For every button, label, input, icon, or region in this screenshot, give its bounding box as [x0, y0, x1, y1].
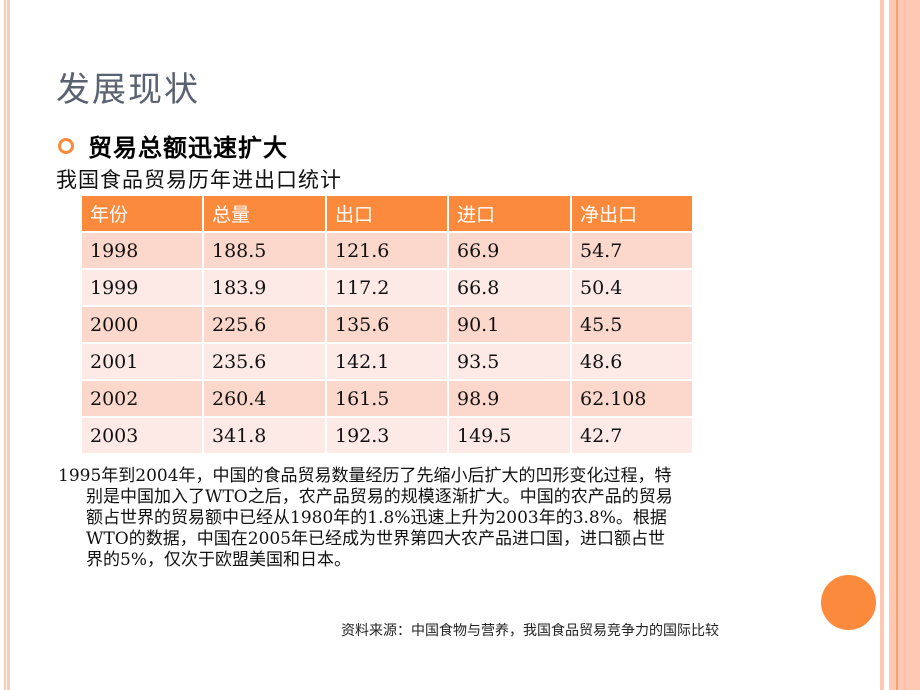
cell-net-export: 62.108 [570, 379, 694, 418]
paragraph-line: 1995年到2004年，中国的食品贸易数量经历了先缩小后扩大的凹形变化过程，特 [58, 466, 672, 486]
bullet-text: 贸易总额迅速扩大 [88, 134, 288, 162]
cell-import: 90.1 [447, 305, 572, 344]
right-frame-stripe [896, 0, 898, 690]
paragraph-line: WTO的数据，中国在2005年已经成为世界第四大农产品进口国，进口额占世 [86, 529, 666, 549]
cell-net-export: 54.7 [570, 231, 694, 270]
cell-total: 260.4 [202, 379, 327, 418]
cell-export: 117.2 [325, 268, 449, 307]
cell-export: 121.6 [325, 231, 449, 270]
cell-total: 235.6 [202, 342, 327, 381]
header-total: 总量 [202, 194, 327, 233]
paragraph-line: 别是中国加入了WTO之后，农产品贸易的规模逐渐扩大。中国的农产品的贸易 [86, 487, 673, 507]
left-frame-line-outer [4, 0, 6, 690]
right-frame-stripe-light [904, 0, 906, 690]
cell-net-export: 45.5 [570, 305, 694, 344]
table-row: 2001 235.6 142.1 93.5 48.6 [80, 342, 694, 381]
table-row: 1998 188.5 121.6 66.9 54.7 [80, 231, 694, 270]
cell-year: 1999 [80, 268, 204, 307]
description-paragraph: 1995年到2004年，中国的食品贸易数量经历了先缩小后扩大的凹形变化过程，特 … [58, 466, 798, 571]
cell-total: 341.8 [202, 416, 327, 455]
paragraph-line: 额占世界的贸易额中已经从1980年的1.8%迅速上升为2003年的3.8%。根据 [86, 508, 667, 528]
source-citation: 资料来源：中国食物与营养，我国食品贸易竞争力的国际比较 [341, 623, 719, 639]
table-caption: 我国食品贸易历年进出口统计 [56, 168, 342, 192]
table-header-row: 年份 总量 出口 进口 净出口 [80, 194, 694, 233]
cell-export: 161.5 [325, 379, 449, 418]
header-net-export: 净出口 [570, 194, 694, 233]
cell-total: 188.5 [202, 231, 327, 270]
cell-export: 192.3 [325, 416, 449, 455]
header-year: 年份 [80, 194, 204, 233]
cell-net-export: 48.6 [570, 342, 694, 381]
trade-stats-table: 年份 总量 出口 进口 净出口 1998 188.5 121.6 66.9 54… [80, 194, 694, 455]
table-row: 1999 183.9 117.2 66.8 50.4 [80, 268, 694, 307]
cell-export: 135.6 [325, 305, 449, 344]
right-frame-line-thin [880, 0, 884, 690]
bullet-item: 贸易总额迅速扩大 [58, 128, 288, 163]
cell-net-export: 42.7 [570, 416, 694, 455]
cell-total: 225.6 [202, 305, 327, 344]
table-row: 2002 260.4 161.5 98.9 62.108 [80, 379, 694, 418]
cell-total: 183.9 [202, 268, 327, 307]
cell-import: 98.9 [447, 379, 572, 418]
header-import: 进口 [447, 194, 572, 233]
cell-year: 2000 [80, 305, 204, 344]
slide-title: 发展现状 [56, 70, 200, 110]
cell-year: 2001 [80, 342, 204, 381]
cell-export: 142.1 [325, 342, 449, 381]
cell-import: 93.5 [447, 342, 572, 381]
cell-year: 1998 [80, 231, 204, 270]
cell-import: 66.9 [447, 231, 572, 270]
table-row: 2003 341.8 192.3 149.5 42.7 [80, 416, 694, 455]
cell-import: 66.8 [447, 268, 572, 307]
left-frame-line-inner [7, 0, 10, 690]
cell-net-export: 50.4 [570, 268, 694, 307]
cell-year: 2002 [80, 379, 204, 418]
decorative-circle-icon [821, 575, 876, 630]
table-row: 2000 225.6 135.6 90.1 45.5 [80, 305, 694, 344]
header-export: 出口 [325, 194, 449, 233]
paragraph-line: 界的5%，仅次于欧盟美国和日本。 [86, 550, 351, 570]
ring-bullet-icon [58, 137, 74, 154]
cell-year: 2003 [80, 416, 204, 455]
cell-import: 149.5 [447, 416, 572, 455]
